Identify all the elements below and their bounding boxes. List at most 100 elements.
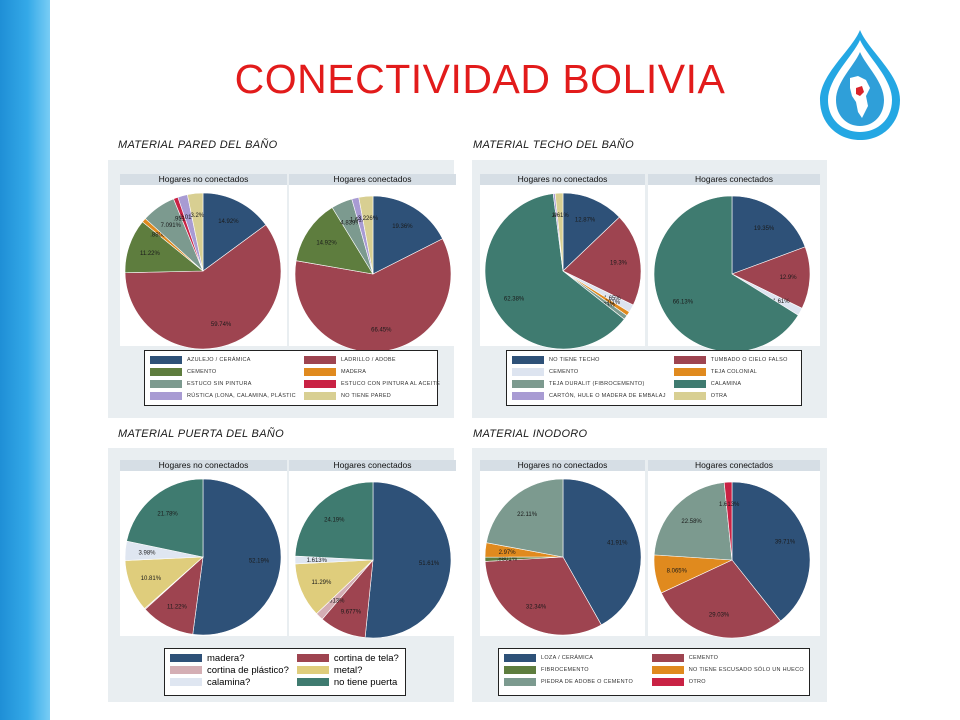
legend-item: CALAMINA	[673, 378, 796, 390]
pie-slice	[723, 481, 733, 561]
pie-slice	[372, 195, 443, 275]
slice-label: 12.9%	[780, 275, 798, 281]
legend-label: NO TIENE TECHO	[549, 357, 600, 363]
subchart-title: Hogares no conectados	[480, 460, 645, 471]
slice-label: 19.35%	[754, 226, 775, 232]
slice-label: 14.92%	[218, 219, 239, 225]
slice-label: .93%	[601, 302, 615, 308]
chart-title: MATERIAL PUERTA DEL BAÑO	[118, 428, 284, 440]
legend-item: metal?	[296, 664, 400, 676]
pie-slice	[364, 481, 452, 639]
legend-label: CEMENTO	[187, 369, 217, 375]
legend-label: AZULEJO / CERÁMICA	[187, 357, 251, 363]
pie-slice	[731, 246, 811, 309]
slice-label: 10.81%	[141, 576, 162, 582]
slice-label: 66.13%	[673, 299, 694, 305]
legend-item: ESTUCO SIN PINTURA	[150, 378, 296, 390]
chart-panel: Hogares no conectados 41.91% 32.34% .8801% 2…	[472, 448, 827, 702]
legend-item: NO TIENE ESCUSADO SÓLO UN HUECO	[651, 664, 804, 676]
legend-swatch	[673, 392, 706, 400]
legend-item: TEJA DURALIT (FIBROCEMENTO)	[512, 378, 666, 390]
legend-item: AZULEJO / CERÁMICA	[150, 354, 296, 366]
slice-label: .8801%	[497, 557, 518, 563]
pie-frame: Hogares no conectados 14.92% 59.74% 11.22%.…	[120, 174, 287, 350]
subchart-title: Hogares no conectados	[480, 174, 645, 185]
pie-chart: 52.19% 11.22% 10.81% 3.98% 21.78%	[124, 478, 282, 636]
legend-item: calamina?	[170, 676, 289, 688]
slice-label: 2.97%	[499, 550, 517, 556]
legend-swatch	[303, 392, 336, 400]
chart-panel: Hogares no conectados 14.92% 59.74% 11.22%.…	[108, 160, 456, 418]
legend-item: MADERA	[303, 366, 440, 378]
legend-item: cortina de plástico?	[170, 664, 289, 676]
legend-swatch	[673, 380, 706, 388]
pie-chart: 51.61% 9.677% 1.613% 11.29% 1.613% 24.19%	[294, 481, 452, 639]
legend-swatch	[170, 666, 202, 674]
legend-item: madera?	[170, 652, 289, 664]
legend-item: FIBROCEMENTO	[504, 664, 644, 676]
legend-swatch	[170, 654, 202, 662]
legend-label: cortina de plástico?	[207, 664, 289, 676]
slice-label: 66.45%	[371, 328, 392, 334]
slice-label: 1.613%	[324, 599, 345, 605]
slice-label: 3.98%	[138, 551, 156, 557]
legend-label: OTRA	[710, 393, 728, 399]
legend-label: LADRILLO / ADOBE	[340, 357, 396, 363]
legend-label: PIEDRA DE ADOBE O CEMENTO	[541, 679, 634, 685]
legend-item: LADRILLO / ADOBE	[303, 354, 440, 366]
legend-swatch	[651, 654, 684, 662]
slice-label: 19.3%	[610, 260, 628, 266]
slice-label: 59.74%	[211, 322, 232, 328]
legend-item: CEMENTO	[150, 366, 296, 378]
legend-swatch	[296, 654, 329, 662]
pie-slice	[653, 195, 799, 353]
chart-legend: NO TIENE TECHO TUMBADO O CIELO FALSO CEMEN…	[506, 350, 802, 406]
legend-swatch	[296, 678, 329, 686]
slice-label: 3.226%	[358, 216, 379, 222]
legend-item: LOZA / CERÁMICA	[504, 652, 644, 664]
slice-label: 11.29%	[311, 580, 332, 586]
chart-legend: LOZA / CERÁMICA CEMENTO FIBROCEMENTO NO TIE…	[498, 648, 810, 696]
legend-label: calamina?	[207, 676, 251, 688]
chart-panel: Hogares no conectados 52.19% 11.22% 10.81% 3…	[108, 448, 456, 702]
legend-label: MADERA	[340, 369, 367, 375]
subchart-title: Hogares conectados	[289, 460, 456, 471]
legend-item: OTRO	[651, 676, 804, 688]
pie-frame: Hogares conectados 19.36% 66.45% 14.92% 4.83…	[289, 174, 456, 353]
legend-item: NO TIENE TECHO	[512, 354, 666, 366]
pie-chart: 14.92% 59.74% 11.22% .8806% 7.091%.9511%2.01…	[124, 192, 282, 350]
subchart-title: Hogares no conectados	[120, 174, 287, 185]
legend-label: RÚSTICA (LONA, CALAMINA, PLÁSTIC	[187, 393, 296, 399]
pie-chart: 19.35% 12.9% 1.61% 66.13%	[653, 195, 811, 353]
pie-slice	[731, 481, 811, 622]
slice-label: 1.613%	[719, 502, 740, 508]
legend-item: cortina de tela?	[296, 652, 400, 664]
slice-label: 1.613%	[307, 558, 328, 564]
legend-swatch	[651, 666, 684, 674]
slice-label: 39.71%	[775, 540, 796, 546]
legend-item: ESTUCO CON PINTURA AL ACEITE	[303, 378, 440, 390]
pie-slice	[562, 192, 620, 272]
legend-swatch	[170, 678, 202, 686]
legend-item: no tiene puerta	[296, 676, 400, 688]
chart-panel: Hogares no conectados 12.87% 19.3% 1.65% .86…	[472, 160, 827, 418]
pie-frame: Hogares conectados 51.61% 9.677% 1.613% 11.2…	[289, 460, 456, 639]
pie-slice	[484, 193, 625, 350]
slice-label: 51.61%	[419, 561, 440, 567]
slice-label: 22.58%	[681, 519, 702, 525]
pie-slice	[358, 195, 374, 275]
legend-label: TEJA DURALIT (FIBROCEMENTO)	[549, 381, 645, 387]
subchart-title: Hogares conectados	[289, 174, 456, 185]
pie-chart: 41.91% 32.34% .8801%2.97% 22.11%	[484, 478, 642, 636]
legend-swatch	[150, 380, 182, 388]
legend-item: CEMENTO	[651, 652, 804, 664]
legend-swatch	[651, 678, 684, 686]
slice-label: 11.22%	[140, 251, 161, 257]
slice-label: 24.19%	[324, 517, 345, 523]
legend-item: NO TIENE PARED	[303, 390, 440, 402]
slice-label: .9511%	[173, 216, 194, 222]
legend-label: ESTUCO SIN PINTURA	[187, 381, 252, 387]
slice-label: 2.01%	[180, 215, 198, 221]
pie-frame: Hogares no conectados 52.19% 11.22% 10.81% 3…	[120, 460, 287, 636]
pie-slice	[554, 192, 564, 272]
